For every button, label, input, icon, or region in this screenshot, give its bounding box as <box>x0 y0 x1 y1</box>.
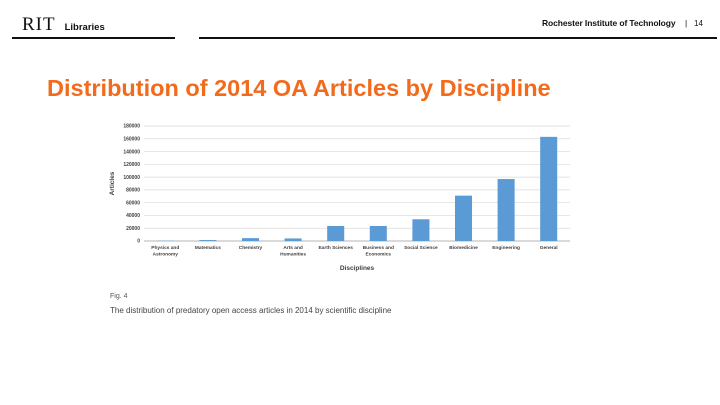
x-tick-label: Astronomy <box>153 252 179 258</box>
figure-number: Fig. 4 <box>110 293 128 300</box>
logo-libraries-text: Libraries <box>64 22 105 33</box>
bar <box>199 240 217 241</box>
bar <box>284 238 302 241</box>
bar-chart: 180000 160000 140000 120000 100000 80000 60000… <box>109 124 570 272</box>
x-tick-label: Matematics <box>195 245 221 251</box>
header-rule-left <box>12 37 175 39</box>
y-tick-label: 60000 <box>126 200 140 206</box>
x-tick-label: Arts and <box>283 245 303 251</box>
rit-libraries-logo: RIT Libraries <box>22 14 105 36</box>
bar <box>540 136 558 241</box>
y-tick-label: 20000 <box>126 226 140 232</box>
y-tick-label: 100000 <box>123 175 140 181</box>
x-tick-label: Humanities <box>280 252 306 258</box>
x-tick-label: Biomedicine <box>449 245 478 251</box>
bar <box>369 225 387 241</box>
x-tick-label: Business and <box>363 245 394 251</box>
chart-figure: 180000 160000 140000 120000 100000 80000 60000… <box>100 113 580 323</box>
x-tick-label: Physics and <box>151 245 179 251</box>
y-tick-label: 80000 <box>126 188 140 194</box>
x-tick-label: Earth Sciences <box>318 245 353 251</box>
bar <box>412 219 430 241</box>
slide-title: Distribution of 2014 OA Articles by Disc… <box>47 75 551 101</box>
y-tick-label: 180000 <box>123 124 140 130</box>
bar <box>454 195 473 241</box>
y-tick-label: 0 <box>137 239 140 245</box>
figure-caption: The distribution of predatory open acces… <box>110 306 392 315</box>
y-tick-label: 140000 <box>123 149 140 155</box>
page-number: 14 <box>694 18 703 28</box>
x-tick-label: Economics <box>366 252 392 258</box>
x-tick-label: Social Science <box>404 245 438 251</box>
x-tick-label: Engineering <box>492 245 520 251</box>
x-tick-label: Chemistry <box>239 245 263 251</box>
bar <box>327 225 345 241</box>
y-tick-label: 40000 <box>126 213 140 219</box>
institution-name: Rochester Institute of Technology <box>542 18 676 28</box>
header-rule-right <box>199 37 717 39</box>
header-separator: | <box>685 18 688 28</box>
logo-rit-text: RIT <box>22 14 56 35</box>
x-axis-label: Disciplines <box>340 265 375 272</box>
bar <box>241 238 260 241</box>
y-axis-label: Articles <box>109 171 116 195</box>
bar <box>497 179 515 241</box>
x-tick-label: General <box>540 245 558 251</box>
y-tick-label: 120000 <box>123 162 140 168</box>
y-tick-label: 160000 <box>123 136 140 142</box>
